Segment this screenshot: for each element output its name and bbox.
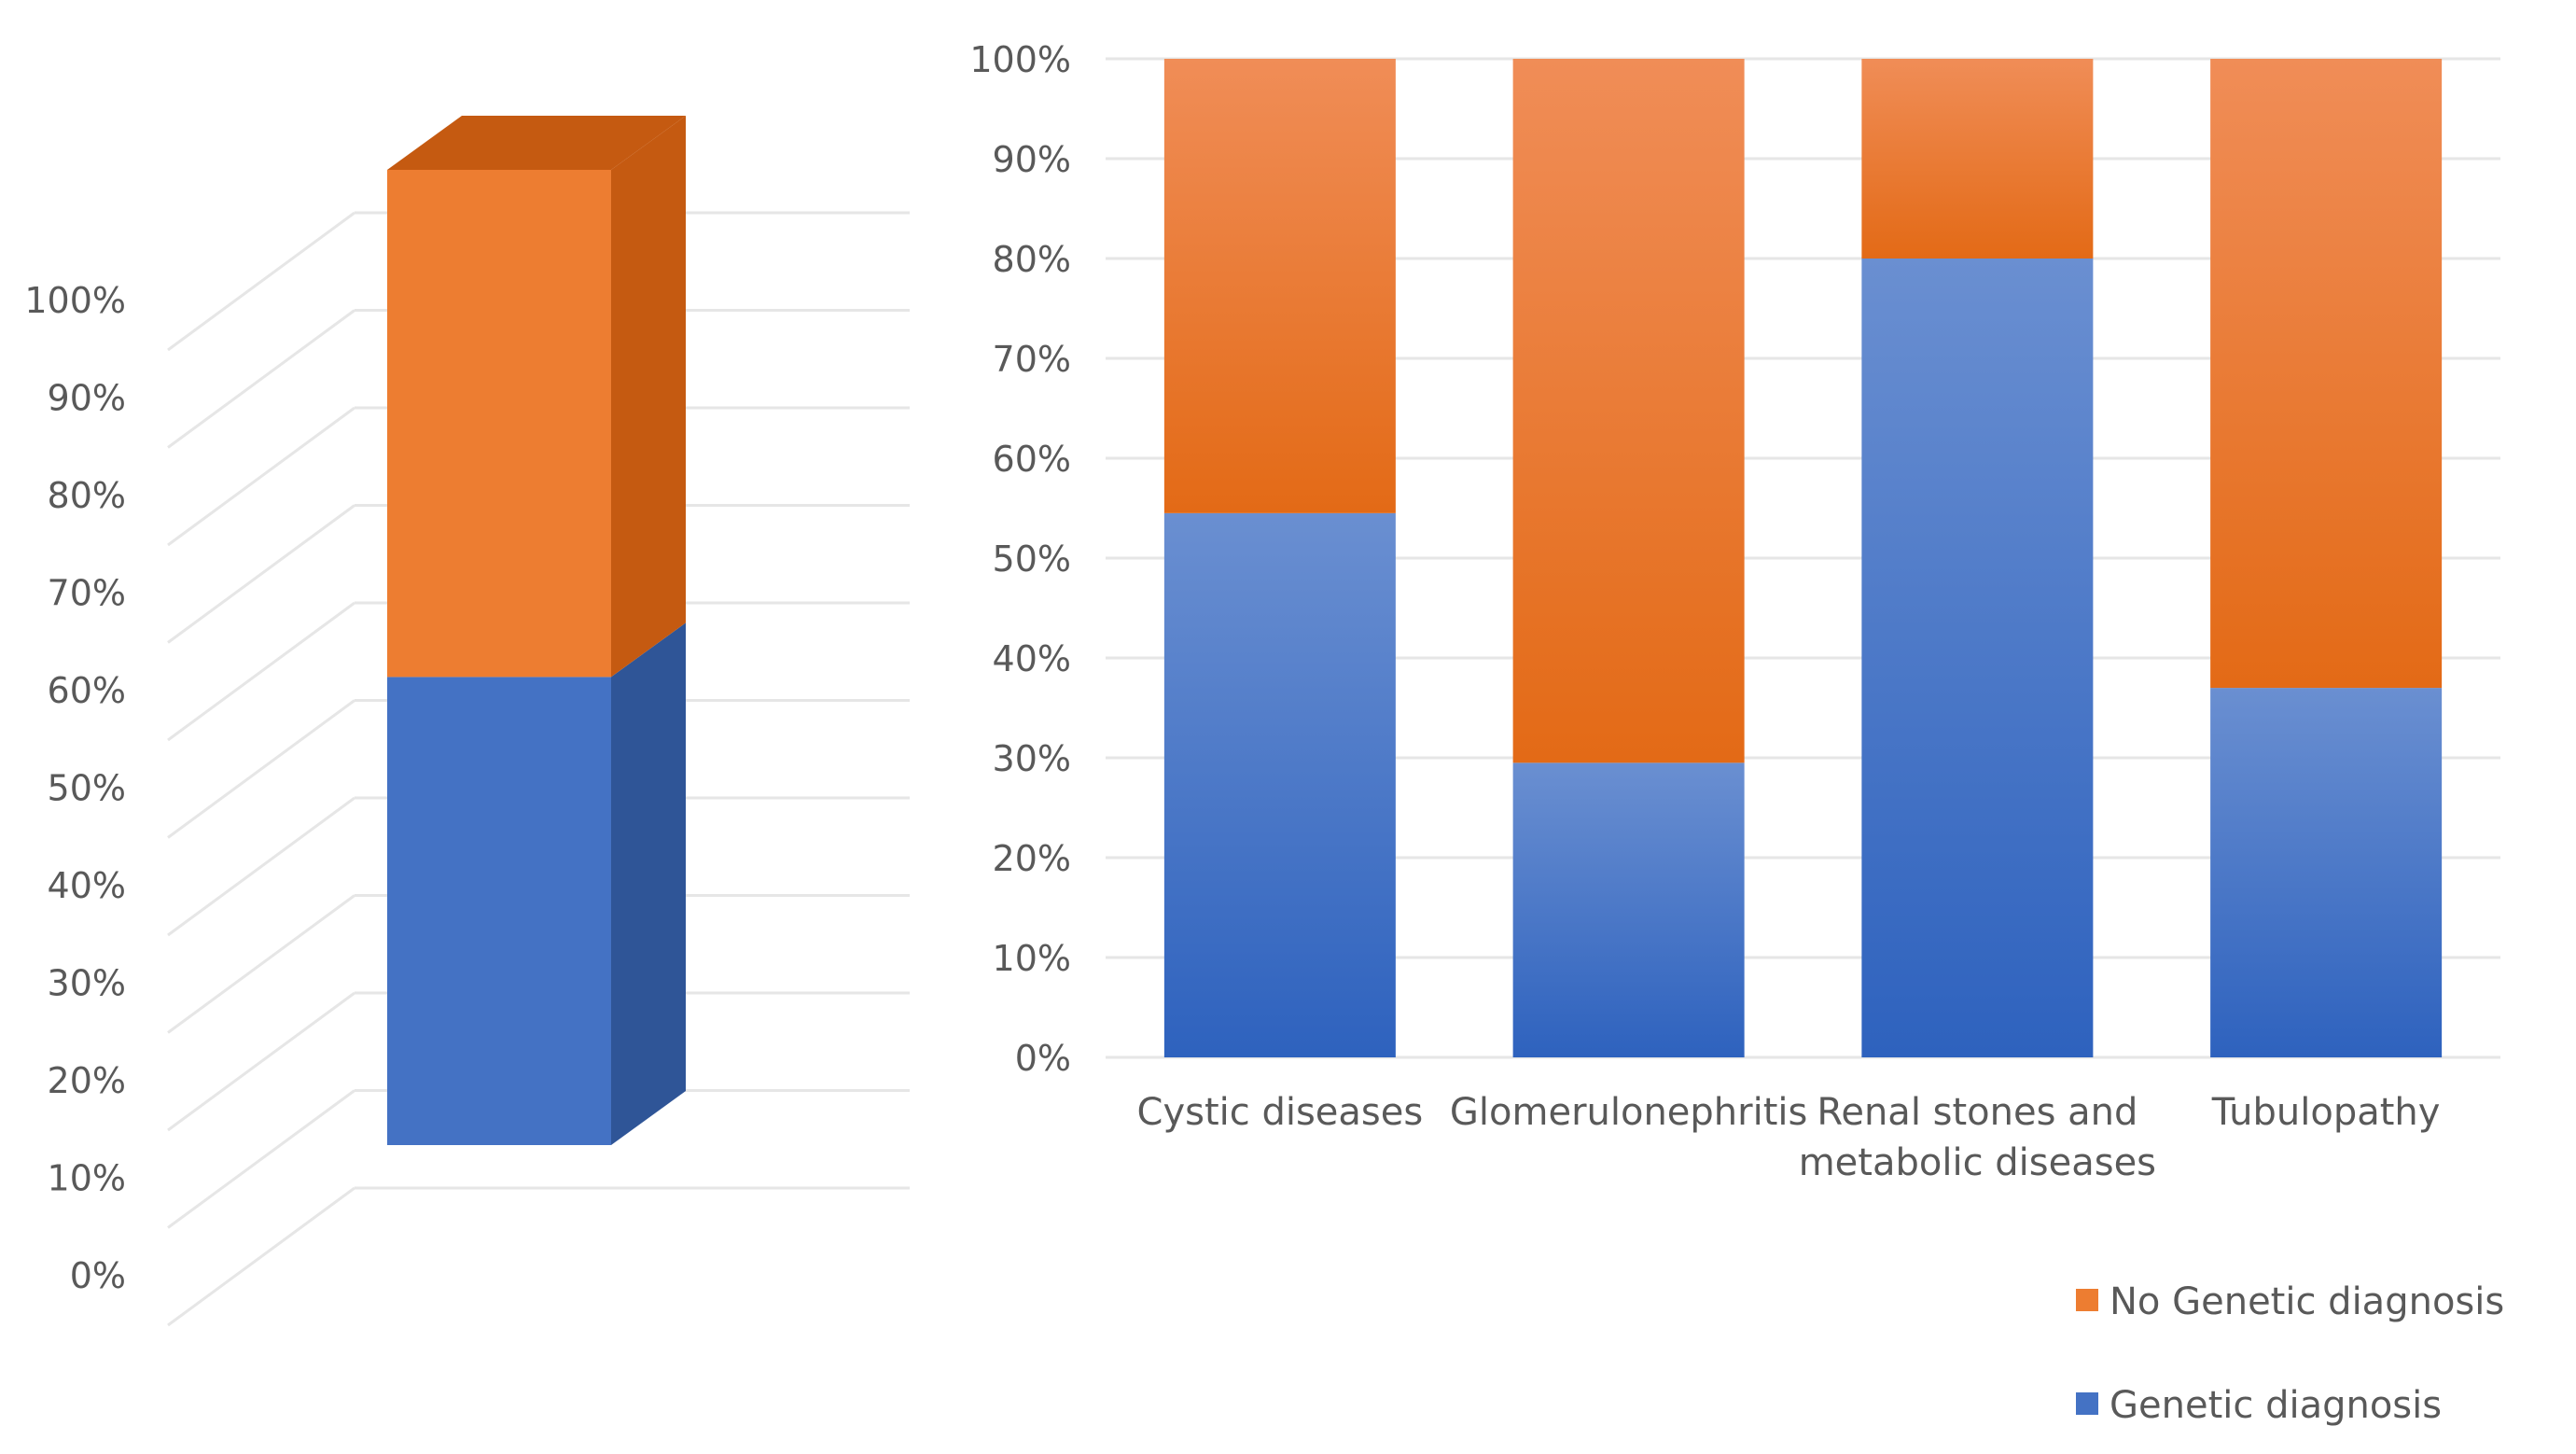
category-label-line: Cystic diseases [1137, 1091, 1424, 1134]
right-y-tick-label: 50% [993, 538, 1071, 580]
left-y-tick-label: 20% [48, 1060, 126, 1101]
right-x-category-label: Cystic diseases [1137, 1091, 1424, 1134]
left-gridline-side [167, 309, 355, 449]
right-y-tick-label: 0% [1015, 1038, 1071, 1079]
right-y-tick-label: 70% [993, 339, 1071, 380]
right-y-tick-label: 100% [969, 39, 1071, 80]
left-gridline-side [167, 699, 355, 839]
left-chart-y-axis: 0% 10% 20% 30% 40% 50% 60% 70% 80% 90% 100% [24, 280, 126, 1296]
right-y-tick-label: 20% [993, 838, 1071, 879]
right-chart-y-axis: 0% 10% 20% 30% 40% 50% 60% 70% 80% 90% 100% [969, 39, 1071, 1079]
right-bar-genetic [1163, 512, 1396, 1057]
left-y-tick-label: 70% [48, 573, 126, 614]
left-y-tick-label: 100% [24, 280, 126, 321]
left-bar-genetic [387, 677, 611, 1145]
left-gridline-side [167, 894, 355, 1034]
right-y-tick-label: 60% [993, 439, 1071, 480]
category-label-line: Glomerulonephritis [1450, 1091, 1807, 1134]
right-bar-no-genetic [1163, 59, 1396, 513]
left-gridline-side [167, 504, 355, 644]
category-label-line: metabolic diseases [1799, 1141, 2156, 1184]
left-3d-chart: 0% 10% 20% 30% 40% 50% 60% 70% 80% 90% 100% [24, 116, 910, 1327]
right-stacked-chart: 0% 10% 20% 30% 40% 50% 60% 70% 80% 90% 100% Cystic… [969, 39, 2500, 1184]
right-bar-genetic [1861, 259, 2094, 1057]
legend-swatch-no-genetic [2076, 1289, 2098, 1311]
right-y-tick-label: 10% [993, 938, 1071, 979]
left-bar-side-genetic [611, 622, 686, 1145]
right-chart-bars [1163, 59, 2443, 1057]
left-gridline-side [167, 796, 355, 937]
right-y-tick-label: 40% [993, 638, 1071, 679]
left-bar-no-genetic [387, 170, 611, 678]
left-chart-bars [387, 116, 686, 1145]
right-bar-no-genetic [1861, 59, 2094, 259]
left-y-tick-label: 10% [48, 1158, 126, 1199]
left-gridline-side [167, 1089, 355, 1229]
legend: No Genetic diagnosis Genetic diagnosis [2076, 1280, 2504, 1427]
left-y-tick-label: 40% [48, 865, 126, 906]
left-bar-top-face [387, 116, 686, 170]
right-bar-genetic [2210, 688, 2443, 1057]
right-x-category-label: Tubulopathy [2211, 1091, 2441, 1134]
left-y-tick-label: 0% [70, 1255, 126, 1296]
left-y-tick-label: 80% [48, 475, 126, 516]
right-chart-x-axis: Cystic diseases Glomerulonephritis Renal s… [1137, 1091, 2441, 1184]
left-y-tick-label: 50% [48, 768, 126, 809]
right-y-tick-label: 30% [993, 738, 1071, 779]
legend-swatch-genetic [2076, 1392, 2098, 1415]
left-y-tick-label: 30% [48, 963, 126, 1004]
left-gridline-side [167, 601, 355, 742]
left-gridline-side [167, 1186, 355, 1327]
right-y-tick-label: 90% [993, 139, 1071, 180]
legend-label-no-genetic: No Genetic diagnosis [2110, 1280, 2504, 1323]
legend-label-genetic: Genetic diagnosis [2110, 1384, 2442, 1427]
left-y-tick-label: 90% [48, 378, 126, 419]
category-label-line: Renal stones and [1817, 1091, 2137, 1134]
category-label-line: Tubulopathy [2211, 1091, 2441, 1134]
right-x-category-label: Renal stones and metabolic diseases [1799, 1091, 2156, 1184]
right-y-tick-label: 80% [993, 239, 1071, 280]
left-y-tick-label: 60% [48, 670, 126, 711]
left-bar-side-no-genetic [611, 116, 686, 678]
left-gridline-side [167, 211, 355, 352]
left-gridline-side [167, 406, 355, 547]
right-bar-no-genetic [2210, 59, 2443, 689]
right-bar-no-genetic [1512, 59, 1745, 763]
right-bar-genetic [1512, 762, 1745, 1057]
left-gridline-side [167, 991, 355, 1132]
right-x-category-label: Glomerulonephritis [1450, 1091, 1807, 1134]
